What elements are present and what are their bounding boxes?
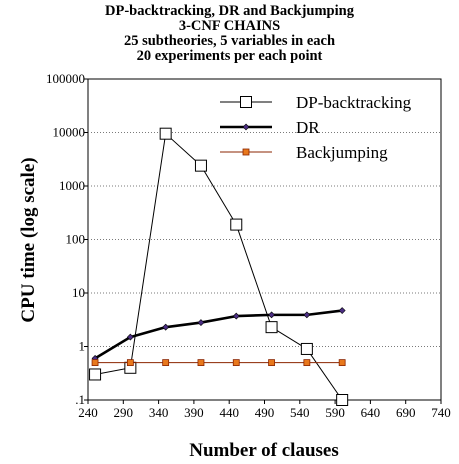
x-axis-title: Number of clauses: [189, 440, 339, 461]
y-tick-label: 100: [66, 232, 86, 247]
data-point-dr: [338, 307, 346, 314]
y-tick-label: 10000: [53, 125, 86, 140]
legend-marker-dp-backtracking: [240, 96, 252, 108]
legend-marker-backjumping: [242, 148, 250, 156]
data-point-dp-backtracking: [300, 342, 313, 355]
data-point-dp-backtracking: [89, 368, 102, 381]
y-tick-label: 1000: [59, 178, 85, 193]
data-point-backjumping: [232, 359, 240, 367]
y-tick-label: 10: [72, 285, 85, 300]
data-point-dp-backtracking: [159, 127, 172, 140]
data-point-backjumping: [303, 359, 311, 367]
axis-ticks: .1 1 10 100 1000 10000 100000 240 290 340 390 440 49…: [46, 71, 451, 420]
x-tick-label: 640: [361, 405, 381, 420]
data-point-dp-backtracking: [194, 159, 207, 172]
chart-title-line-4: 20 experiments per each point: [136, 48, 323, 64]
x-tick-label: 540: [290, 405, 310, 420]
x-tick-label: 440: [219, 405, 239, 420]
data-point-dr: [197, 319, 205, 327]
legend-label-backjumping: Backjumping: [296, 143, 388, 162]
x-tick-label: 740: [431, 405, 451, 420]
y-tick-label: 100000: [46, 71, 85, 86]
data-point-backjumping: [126, 359, 134, 367]
data-point-dr: [303, 311, 311, 319]
data-point-dp-backtracking: [230, 218, 243, 231]
legend-label-dp-backtracking: DP-backtracking: [296, 93, 412, 112]
series-layer: [89, 127, 349, 406]
chart-title-line-3: 25 subtheories, 5 variables in each: [123, 33, 336, 49]
x-tick-label: 590: [325, 405, 345, 420]
data-point-dr: [126, 333, 134, 341]
legend-label-dr: DR: [296, 118, 320, 137]
chart-title-line-2: 3-CNF CHAINS: [178, 18, 281, 34]
data-point-dr: [268, 311, 275, 319]
x-tick-label: 290: [114, 405, 134, 420]
x-tick-label: 240: [78, 405, 98, 420]
data-point-backjumping: [268, 359, 275, 367]
data-point-backjumping: [162, 359, 170, 367]
gridlines: [88, 132, 441, 347]
data-point-backjumping: [338, 359, 346, 367]
data-point-dr: [232, 312, 240, 320]
y-axis-title: CPU time (log scale): [18, 157, 39, 322]
y-tick-label: .1: [75, 392, 85, 407]
legend: DP-backtracking DR Backjumping: [220, 93, 412, 162]
data-point-backjumping: [91, 359, 99, 367]
series-line-dr: [94, 309, 343, 360]
data-point-dr: [162, 323, 170, 331]
x-tick-label: 340: [149, 405, 169, 420]
y-tick-label: 1: [79, 339, 86, 354]
x-tick-label: 490: [255, 405, 275, 420]
data-point-backjumping: [197, 359, 205, 367]
x-tick-label: 390: [184, 405, 204, 420]
chart-title: DP-backtracking, DR and Backjumping 3-CN…: [0, 4, 459, 64]
chart-title-line-1: DP-backtracking, DR and Backjumping: [105, 3, 354, 19]
data-point-dp-backtracking: [336, 394, 349, 406]
x-tick-label: 690: [396, 405, 416, 420]
data-point-dp-backtracking: [265, 321, 278, 334]
legend-marker-dr: [242, 123, 250, 131]
